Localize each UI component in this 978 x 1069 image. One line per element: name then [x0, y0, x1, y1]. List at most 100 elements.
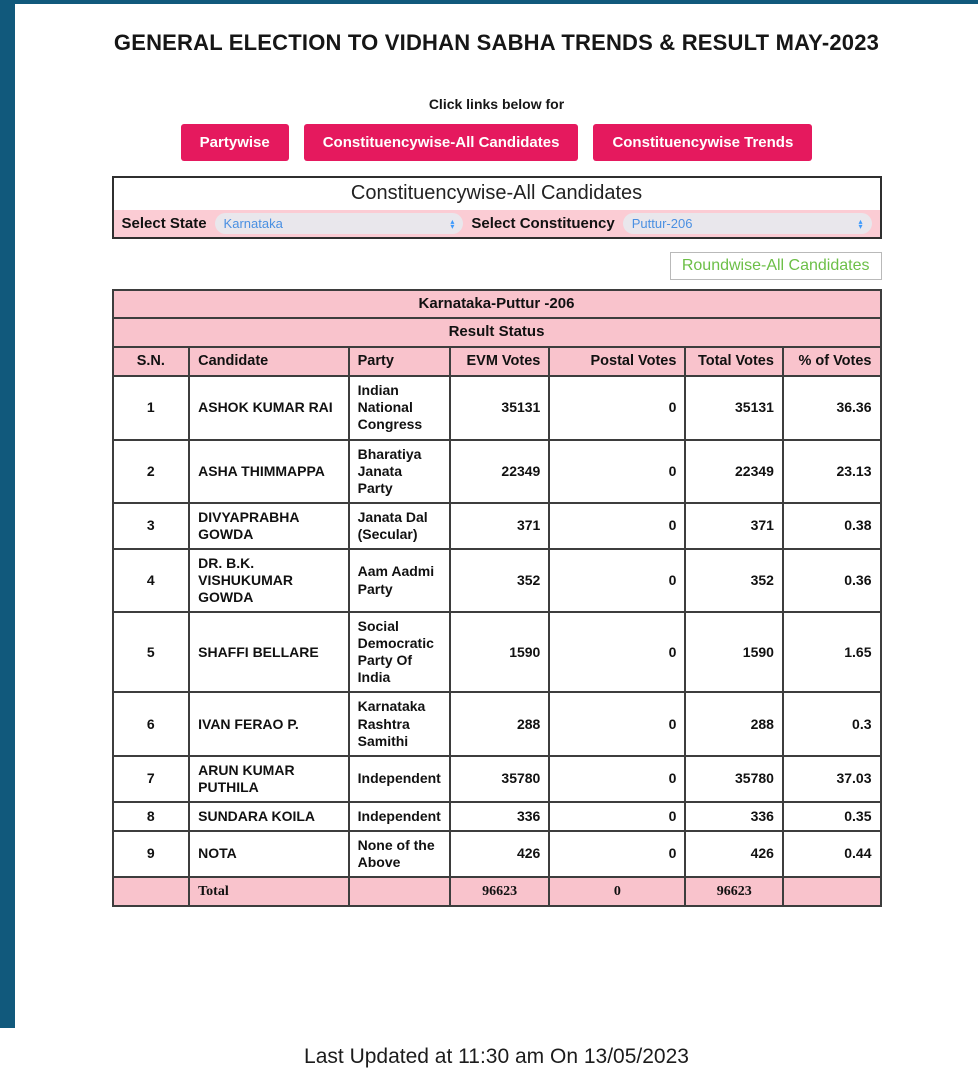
cell-total-votes: 288	[684, 691, 784, 757]
total-empty-sn	[111, 876, 191, 908]
constituencywise-trends-button[interactable]: Constituencywise Trends	[593, 124, 813, 161]
table-title: Karnataka-Puttur -206	[111, 288, 882, 320]
table-title-row: Karnataka-Puttur -206	[111, 288, 882, 320]
cell-sn: 2	[111, 438, 191, 504]
table-row: 1 ASHOK KUMAR RAI Indian National Congre…	[111, 375, 882, 441]
cell-total-votes: 22349	[684, 438, 784, 504]
cell-evm-votes: 1590	[448, 611, 551, 694]
result-status-label: Result Status	[111, 317, 882, 348]
left-edge-bar	[0, 0, 15, 1028]
cell-party: Aam Aadmi Party	[347, 547, 451, 614]
cell-sn: 8	[111, 800, 191, 832]
cell-candidate: NOTA	[188, 829, 350, 879]
cell-total-votes: 352	[684, 547, 784, 614]
cell-party: Janata Dal (Secular)	[347, 501, 451, 550]
cell-candidate: ARUN KUMAR PUTHILA	[188, 754, 350, 803]
cell-sn: 5	[111, 611, 191, 694]
cell-party: Karnataka Rashtra Samithi	[347, 691, 451, 757]
cell-pct-of-votes: 0.38	[781, 501, 882, 550]
cell-candidate: DIVYAPRABHA GOWDA	[188, 501, 350, 550]
select-constituency-label: Select Constituency	[471, 215, 615, 232]
cell-total-votes: 35780	[684, 754, 784, 803]
select-arrows-icon: ▴ ▾	[450, 216, 455, 231]
cell-sn: 1	[111, 375, 191, 441]
roundwise-all-candidates-button[interactable]: Roundwise-All Candidates	[669, 252, 882, 280]
column-header-evm-votes: EVM Votes	[448, 345, 551, 378]
results-table-wrap: Karnataka-Puttur -206 Result Status S.N.…	[111, 288, 882, 908]
table-row: 2 ASHA THIMMAPPA Bharatiya Janata Party …	[111, 438, 882, 504]
panel-title: Constituencywise-All Candidates	[350, 182, 643, 204]
cell-postal-votes: 0	[548, 547, 687, 614]
roundwise-button-row: Roundwise-All Candidates	[112, 252, 882, 280]
table-row: 5 SHAFFI BELLARE Social Democratic Party…	[111, 611, 882, 694]
cell-pct-of-votes: 36.36	[781, 375, 882, 441]
cell-party: None of the Above	[347, 829, 451, 879]
total-evm-votes: 96623	[448, 876, 551, 908]
column-header-total-votes: Total Votes	[684, 345, 784, 378]
table-row: 6 IVAN FERAO P. Karnataka Rashtra Samith…	[111, 691, 882, 757]
cell-postal-votes: 0	[548, 375, 687, 441]
table-subtitle-row: Result Status	[111, 317, 882, 348]
total-postal-votes: 0	[548, 876, 687, 908]
cell-party: Independent	[347, 754, 451, 803]
cell-sn: 9	[111, 829, 191, 879]
column-header-candidate: Candidate	[188, 345, 350, 378]
column-header-postal-votes: Postal Votes	[548, 345, 687, 378]
cell-total-votes: 1590	[684, 611, 784, 694]
cell-sn: 4	[111, 547, 191, 614]
constituencywise-all-candidates-button[interactable]: Constituencywise-All Candidates	[303, 124, 579, 161]
column-header-sn: S.N.	[111, 345, 191, 378]
cell-pct-of-votes: 1.65	[781, 611, 882, 694]
state-select-value: Karnataka	[223, 216, 283, 231]
column-header-party: Party	[347, 345, 451, 378]
select-row: Select State Karnataka ▴ ▾ Select Constit…	[113, 210, 880, 237]
table-row: 4 DR. B.K. VISHUKUMAR GOWDA Aam Aadmi Pa…	[111, 547, 882, 614]
cell-evm-votes: 352	[448, 547, 551, 614]
total-total-votes: 96623	[684, 876, 784, 908]
cell-party: Social Democratic Party Of India	[347, 611, 451, 694]
cell-candidate: ASHA THIMMAPPA	[188, 438, 350, 504]
table-row: 3 DIVYAPRABHA GOWDA Janata Dal (Secular)…	[111, 501, 882, 550]
last-updated-text: Last Updated at 11:30 am On 13/05/2023	[304, 1045, 689, 1069]
cell-total-votes: 371	[684, 501, 784, 550]
cell-total-votes: 426	[684, 829, 784, 879]
cell-evm-votes: 371	[448, 501, 551, 550]
results-table: Karnataka-Puttur -206 Result Status S.N.…	[111, 288, 882, 908]
cell-pct-of-votes: 37.03	[781, 754, 882, 803]
cell-evm-votes: 35131	[448, 375, 551, 441]
cell-pct-of-votes: 23.13	[781, 438, 882, 504]
cell-evm-votes: 426	[448, 829, 551, 879]
table-header-row: S.N. Candidate Party EVM Votes Postal Vo…	[111, 345, 882, 378]
cell-evm-votes: 22349	[448, 438, 551, 504]
click-links-label: Click links below for	[428, 96, 565, 112]
cell-evm-votes: 288	[448, 691, 551, 757]
constituency-select[interactable]: Puttur-206 ▴ ▾	[622, 213, 872, 234]
cell-postal-votes: 0	[548, 691, 687, 757]
cell-pct-of-votes: 0.35	[781, 800, 882, 832]
cell-sn: 7	[111, 754, 191, 803]
constituency-select-value: Puttur-206	[631, 216, 693, 231]
cell-evm-votes: 35780	[448, 754, 551, 803]
cell-candidate: DR. B.K. VISHUKUMAR GOWDA	[188, 547, 350, 614]
select-arrows-icon: ▴ ▾	[858, 216, 863, 231]
cell-party: Bharatiya Janata Party	[347, 438, 451, 504]
column-header-pct-of-votes: % of Votes	[781, 345, 882, 378]
cell-sn: 6	[111, 691, 191, 757]
cell-candidate: ASHOK KUMAR RAI	[188, 375, 350, 441]
cell-party: Indian National Congress	[347, 375, 451, 441]
cell-candidate: SUNDARA KOILA	[188, 800, 350, 832]
cell-postal-votes: 0	[548, 611, 687, 694]
cell-candidate: SHAFFI BELLARE	[188, 611, 350, 694]
cell-total-votes: 35131	[684, 375, 784, 441]
partywise-button[interactable]: Partywise	[180, 124, 289, 161]
cell-evm-votes: 336	[448, 800, 551, 832]
page-content: GENERAL ELECTION TO VIDHAN SABHA TRENDS …	[15, 30, 978, 1069]
cell-postal-votes: 0	[548, 438, 687, 504]
state-select[interactable]: Karnataka ▴ ▾	[214, 213, 464, 234]
nav-buttons-row: Partywise Constituencywise-All Candidate…	[15, 124, 978, 161]
cell-pct-of-votes: 0.3	[781, 691, 882, 757]
cell-pct-of-votes: 0.44	[781, 829, 882, 879]
cell-pct-of-votes: 0.36	[781, 547, 882, 614]
table-row: 7 ARUN KUMAR PUTHILA Independent 35780 0…	[111, 754, 882, 803]
table-total-row: Total 96623 0 96623	[111, 876, 882, 908]
